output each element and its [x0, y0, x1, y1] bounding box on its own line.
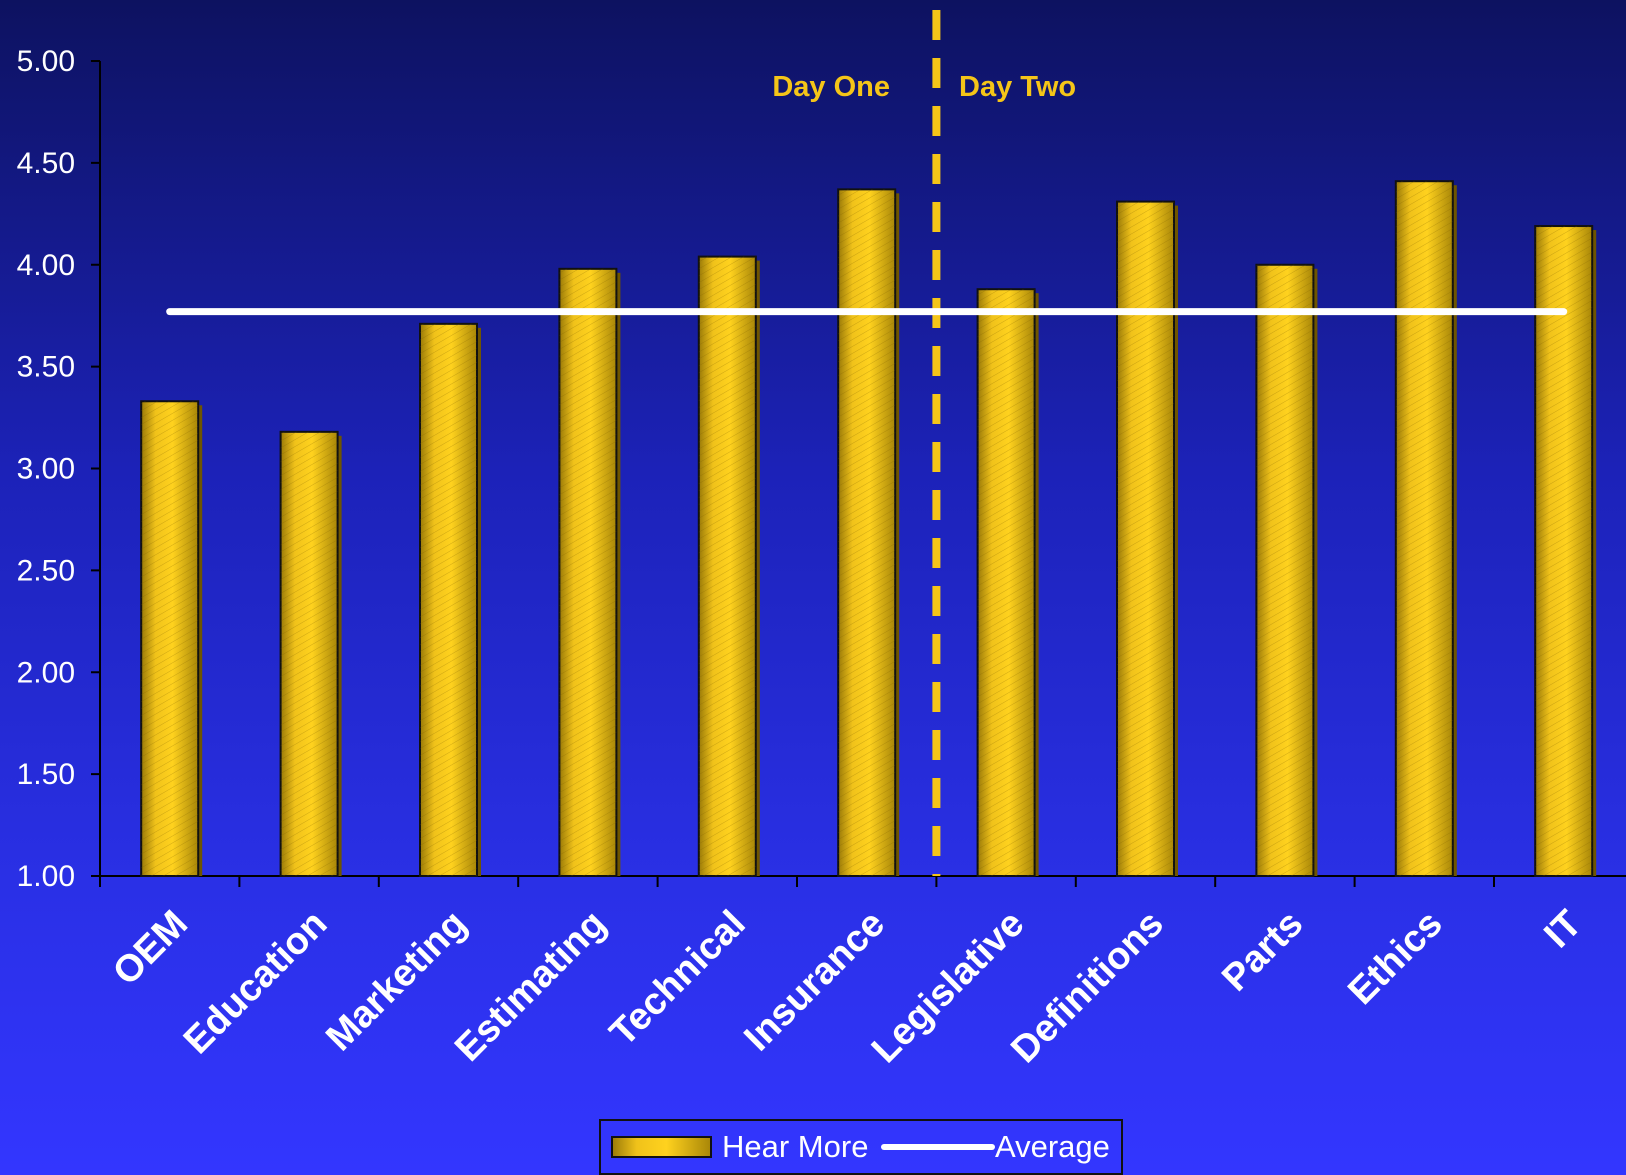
- bar-texture: [280, 431, 338, 876]
- legend: Hear More Average: [599, 1119, 1123, 1175]
- y-tick-label: 4.50: [17, 147, 75, 180]
- bar-texture: [698, 256, 756, 877]
- bar-texture: [1256, 264, 1314, 876]
- x-tick-label-ethics: Ethics: [1340, 903, 1450, 1013]
- bar-texture: [141, 401, 199, 876]
- x-tick-label-parts: Parts: [1214, 903, 1311, 1000]
- bar-texture: [1395, 181, 1453, 876]
- x-axis: [99, 875, 1626, 887]
- bar-texture: [420, 323, 477, 876]
- category-labels: OEMEducationMarketingEstimatingTechnical…: [105, 903, 1590, 1072]
- x-tick-label-definitions: Definitions: [1003, 903, 1172, 1072]
- y-tick-label: 3.50: [17, 351, 75, 384]
- x-tick-label-education: Education: [176, 903, 336, 1063]
- y-tick-label: 3.00: [17, 453, 75, 486]
- x-tick-label-oem: OEM: [105, 903, 196, 994]
- legend-frame: [599, 1119, 1123, 1175]
- y-tick-label: 4.00: [17, 249, 75, 282]
- y-axis: 1.00 1.50 2.00 2.50 3.00 3.50 4.00 4.50 5.00: [17, 45, 101, 893]
- day-two-label: Day Two: [959, 71, 1076, 103]
- day-one-label: Day One: [772, 71, 890, 103]
- bar-texture: [559, 268, 617, 876]
- x-tick-label-it: IT: [1536, 903, 1590, 957]
- y-tick-label: 1.50: [17, 758, 75, 791]
- y-tick-label: 5.00: [17, 45, 75, 78]
- bar-texture: [838, 189, 896, 877]
- legend-label-hear-more: Hear More: [722, 1129, 868, 1164]
- bars-group: [140, 180, 1597, 878]
- x-tick-label-technical: Technical: [602, 903, 754, 1055]
- legend-label-average: Average: [995, 1129, 1110, 1164]
- y-tick-label: 2.00: [17, 656, 75, 689]
- y-tick-label: 2.50: [17, 554, 75, 587]
- legend-swatch-hear-more: [611, 1136, 712, 1158]
- x-tick-label-estimating: Estimating: [447, 903, 614, 1070]
- bar-texture: [1117, 201, 1174, 876]
- bar-texture: [977, 289, 1035, 876]
- y-tick-label: 1.00: [17, 860, 75, 893]
- bar-texture: [1535, 226, 1593, 877]
